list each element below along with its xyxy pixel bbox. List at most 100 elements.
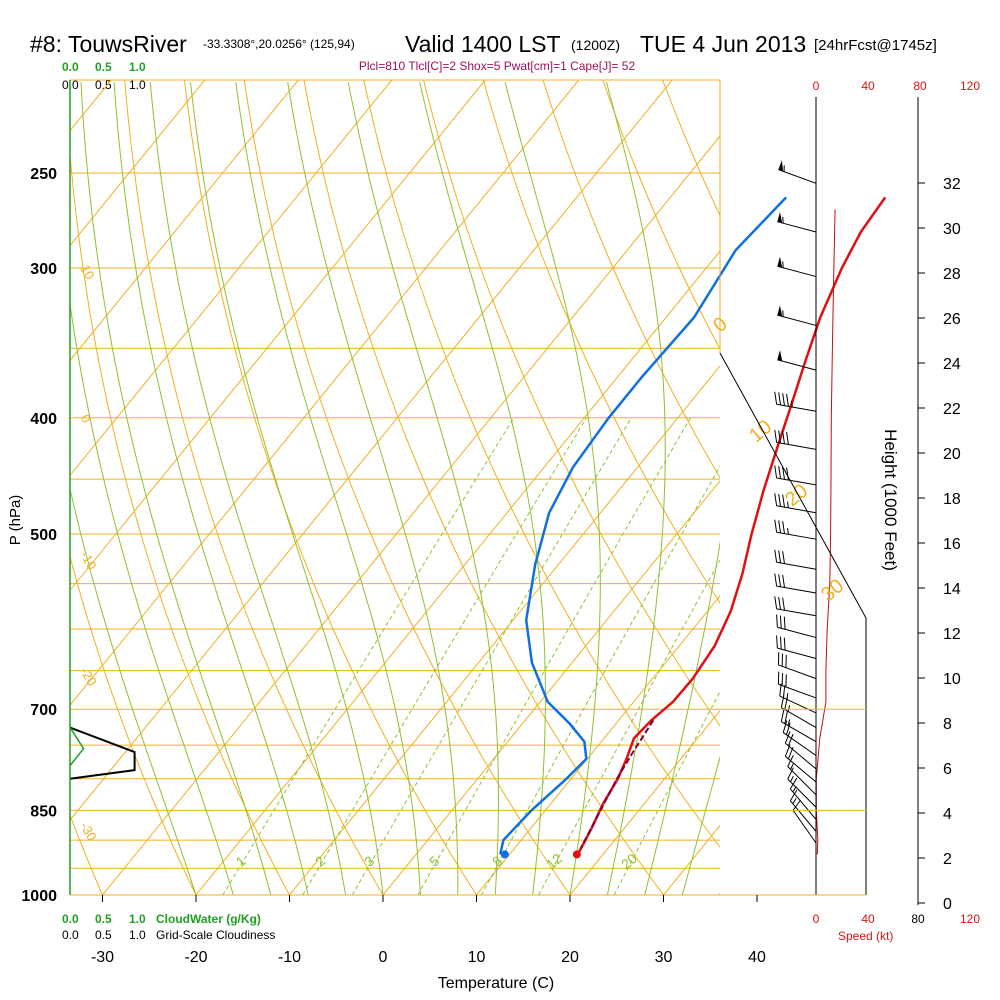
wind-barb [789, 789, 817, 832]
wind-barb-flag [792, 799, 801, 811]
pressure-tick-label: 500 [30, 527, 57, 544]
wind-barb [787, 754, 817, 796]
pressure-tick-label: 700 [30, 702, 57, 719]
mixing-ratio-line [480, 465, 720, 895]
x-tick-label: -20 [184, 949, 207, 966]
speed-bottom-0: 0 [813, 912, 820, 926]
wind-barb-staff [776, 585, 817, 594]
pressure-tick-label: 1000 [21, 888, 57, 905]
wind-barb-pennant [777, 212, 783, 223]
wind-barb [774, 549, 817, 570]
height-tick-label: 14 [943, 581, 961, 598]
moist-adiabat-line [719, 891, 720, 895]
wind-barb-staff [776, 505, 817, 514]
wind-barb-flag [774, 549, 778, 563]
cloud-top-green-0: 0.0 [62, 60, 79, 74]
wind-barb-flag [782, 597, 785, 611]
wind-barb-flag [778, 430, 782, 444]
wind-barb [784, 744, 817, 783]
wind-barb-flag [774, 429, 778, 443]
dry-adiabat-line [363, 80, 720, 848]
surface-temperature-marker [572, 850, 581, 859]
moist-adiabat-line [606, 82, 666, 895]
cloud-water-label: CloudWater (g/Kg) [156, 912, 261, 926]
wind-barb-flag [782, 521, 785, 534]
pressure-tick-label: 400 [30, 411, 57, 428]
wind-barb-flag [787, 767, 794, 780]
wind-barb [777, 652, 817, 680]
wind-barb-staff [776, 608, 817, 617]
isotherm-line [70, 80, 206, 247]
wind-barb [789, 777, 817, 820]
height-axis-title: Height (1000 Feet) [881, 429, 900, 571]
cloud-bottom-black-0: 0.0 [62, 928, 79, 942]
height-tick-label: 10 [943, 671, 961, 688]
moist-adiabat-line [70, 486, 197, 895]
wind-barb-half [787, 705, 791, 712]
wind-barb-half [792, 786, 797, 793]
wind-barb-flag [778, 596, 782, 610]
isotherm-line [195, 250, 720, 895]
x-tick-label: 20 [561, 949, 579, 966]
dry-adiabat-line [0, 80, 9, 895]
wind-barb-staff [777, 221, 817, 233]
wind-barb-flag [784, 744, 791, 757]
isotherm-line [476, 594, 720, 895]
wind-barb-flag [786, 722, 791, 735]
height-tick-label: 4 [943, 806, 952, 823]
isotherm-line [569, 709, 720, 895]
wind-barb-staff [776, 403, 817, 412]
x-tick-label: 0 [379, 949, 388, 966]
x-tick-label: 30 [655, 949, 673, 966]
valid-time: Valid 1400 LST [405, 31, 561, 57]
mixing-ratio-line [351, 417, 632, 895]
wind-barb [777, 305, 817, 326]
speed-top-1: 40 [861, 79, 875, 93]
height-tick-label: 12 [943, 626, 961, 643]
wind-barb-staff [776, 531, 817, 540]
wind-barb-half [790, 763, 794, 770]
wind-barb [774, 596, 817, 617]
wind-barb [792, 799, 817, 844]
wind-barb-flag [789, 777, 798, 790]
height-tick-label: 28 [943, 266, 961, 283]
wind-barb [774, 573, 817, 594]
height-tick-label: 32 [943, 176, 961, 193]
height-tick-label: 0 [943, 896, 952, 913]
x-tick-label: -10 [278, 949, 301, 966]
wind-barb-flag [784, 731, 791, 744]
wind-barbs [774, 160, 817, 844]
wind-barb-staff [787, 766, 817, 796]
cloud-top-black-1: 0.5 [95, 78, 112, 92]
wind-barb-staff [776, 561, 817, 570]
wind-barb-flag [787, 754, 794, 767]
mixing-ratio-label: 20 [618, 850, 640, 872]
pressure-tick-label: 250 [30, 166, 57, 183]
speed-bottom-3: 120 [960, 912, 980, 926]
cloud-bottom-green-0: 0.0 [62, 912, 79, 926]
wind-barb-flag [779, 615, 782, 629]
dry-adiabat-label: 30 [817, 575, 848, 606]
dry-adiabat-label: 20 [781, 480, 812, 511]
wind-barb-flag [779, 683, 782, 697]
wind-barb-flag [782, 551, 785, 564]
wind-barb-flag [774, 465, 778, 479]
wind-barb-flag [786, 467, 789, 481]
wind-barb-flag [787, 746, 794, 760]
wind-barb-staff [781, 721, 817, 743]
height-tick-label: 2 [943, 851, 952, 868]
wind-barb-flag [778, 493, 782, 507]
pressure-tick-label: 850 [30, 803, 57, 820]
height-tick-label: 30 [943, 221, 961, 238]
wind-barb-pennant [777, 256, 783, 268]
wind-barb-flag [776, 635, 778, 649]
wind-barb-staff [787, 778, 817, 808]
wind-barb [777, 212, 817, 233]
mixing-ratio-line [302, 417, 587, 895]
isotherm-line [70, 80, 580, 706]
mixing-ratio-line [222, 417, 515, 895]
moist-adiabat-line [644, 540, 720, 895]
temperature-profile [576, 196, 887, 855]
wind-barb-flag [787, 733, 794, 746]
